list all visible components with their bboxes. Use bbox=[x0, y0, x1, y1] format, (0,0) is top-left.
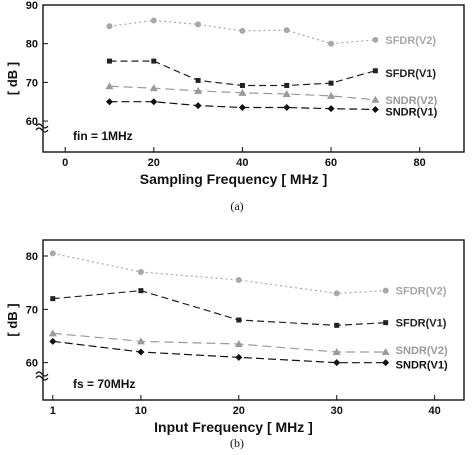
x-tick-label: 60 bbox=[325, 157, 337, 169]
series-sfdr-v1: SFDR(V1) bbox=[50, 288, 447, 330]
data-point bbox=[136, 337, 145, 345]
series-label: SFDR(V1) bbox=[385, 68, 436, 80]
condition-annotation: fin = 1MHz bbox=[73, 129, 133, 143]
x-tick-label: 10 bbox=[135, 405, 147, 417]
data-point bbox=[235, 353, 243, 361]
data-point bbox=[328, 40, 335, 47]
y-axis-label: [ dB ] bbox=[5, 303, 20, 336]
data-point bbox=[105, 98, 113, 106]
series-label: SFDR(V2) bbox=[385, 35, 436, 47]
x-tick-label: 0 bbox=[62, 157, 68, 169]
data-point bbox=[283, 104, 291, 112]
y-tick-label: 80 bbox=[26, 251, 38, 263]
data-point bbox=[151, 58, 157, 64]
x-tick-label: 20 bbox=[233, 405, 245, 417]
y-axis-break-icon bbox=[35, 371, 49, 381]
data-point bbox=[195, 21, 202, 28]
data-point bbox=[332, 348, 341, 355]
chart-panel-b: 1 10 20 30 40 60 70 80 [ dB ] Input Frequency [ M… bbox=[5, 239, 465, 450]
data-point bbox=[236, 317, 242, 323]
series-label: SFDR(V2) bbox=[396, 286, 447, 298]
y-tick-label: 70 bbox=[26, 304, 38, 316]
data-point bbox=[382, 287, 389, 294]
x-tick-label: 80 bbox=[414, 157, 426, 169]
data-point bbox=[234, 340, 243, 347]
x-tick-label: 30 bbox=[331, 405, 343, 417]
data-point bbox=[138, 288, 144, 294]
chart-panel-a: 0 20 40 60 80 60 70 80 90 [ dB ] Sampling Frequenc… bbox=[5, 0, 465, 213]
series-sndr-v1: SNDR(V1) bbox=[105, 98, 438, 118]
data-point bbox=[106, 58, 112, 64]
y-tick-label: 70 bbox=[26, 77, 38, 89]
data-point bbox=[239, 27, 246, 34]
series-label: SNDR(V1) bbox=[385, 106, 437, 118]
data-point bbox=[195, 77, 201, 83]
x-tick-label: 20 bbox=[148, 157, 160, 169]
series-label: SNDR(V2) bbox=[385, 95, 437, 107]
x-tick-label: 40 bbox=[236, 157, 248, 169]
x-tick-label: 1 bbox=[50, 405, 56, 417]
series-sfdr-v2: SFDR(V2) bbox=[49, 250, 447, 298]
data-point bbox=[383, 320, 389, 326]
data-point bbox=[150, 98, 158, 106]
y-tick-label: 60 bbox=[26, 358, 38, 370]
x-tick-label: 40 bbox=[429, 405, 441, 417]
data-point bbox=[382, 359, 390, 367]
x-axis-label: Sampling Frequency [ MHz ] bbox=[140, 171, 327, 187]
series-sfdr-v2: SFDR(V2) bbox=[106, 17, 436, 47]
data-point bbox=[327, 91, 336, 99]
series-sndr-v2: SNDR(V2) bbox=[105, 82, 438, 107]
data-point bbox=[149, 84, 158, 92]
data-point bbox=[194, 86, 203, 94]
series-label: SNDR(V2) bbox=[396, 345, 448, 357]
data-point bbox=[50, 296, 56, 302]
data-point bbox=[235, 277, 242, 283]
series-line bbox=[52, 252, 386, 294]
data-point bbox=[381, 348, 390, 355]
data-point bbox=[137, 269, 144, 275]
data-point bbox=[371, 105, 379, 113]
data-point bbox=[334, 322, 340, 328]
data-point bbox=[372, 68, 378, 74]
data-point bbox=[49, 337, 57, 345]
data-point bbox=[194, 102, 202, 110]
data-point bbox=[282, 89, 291, 97]
data-point bbox=[283, 27, 290, 34]
series-label: SFDR(V1) bbox=[396, 318, 447, 330]
data-point bbox=[328, 80, 334, 86]
plot-frame bbox=[42, 4, 465, 153]
data-point bbox=[238, 88, 247, 96]
condition-annotation: fs = 70MHz bbox=[73, 377, 135, 391]
series-label: SNDR(V1) bbox=[396, 360, 448, 372]
data-point bbox=[333, 290, 340, 297]
series-sndr-v1: SNDR(V1) bbox=[49, 337, 448, 372]
data-point bbox=[137, 348, 145, 356]
x-axis-label: Input Frequency [ MHz ] bbox=[154, 419, 313, 435]
data-point bbox=[371, 95, 380, 103]
data-point bbox=[327, 105, 335, 113]
data-point bbox=[150, 17, 157, 24]
data-point bbox=[105, 82, 114, 90]
y-tick-label: 80 bbox=[26, 39, 38, 51]
series-line bbox=[109, 60, 376, 87]
series-line bbox=[52, 332, 386, 353]
y-axis-break-icon bbox=[35, 123, 49, 133]
data-point bbox=[49, 250, 56, 257]
series-sndr-v2: SNDR(V2) bbox=[48, 329, 448, 357]
series-sfdr-v1: SFDR(V1) bbox=[106, 58, 436, 88]
y-tick-label: 60 bbox=[26, 116, 38, 128]
figure-caption: (b) bbox=[230, 436, 244, 450]
y-tick-label: 90 bbox=[26, 0, 38, 12]
figure-caption: (a) bbox=[230, 199, 243, 213]
data-point bbox=[238, 104, 246, 112]
data-point bbox=[48, 329, 57, 337]
data-point bbox=[372, 36, 379, 43]
data-point bbox=[284, 82, 290, 88]
data-point bbox=[333, 359, 341, 367]
y-axis-label: [ dB ] bbox=[5, 62, 20, 95]
plot-frame bbox=[42, 239, 465, 401]
data-point bbox=[106, 23, 113, 30]
data-point bbox=[239, 82, 245, 88]
